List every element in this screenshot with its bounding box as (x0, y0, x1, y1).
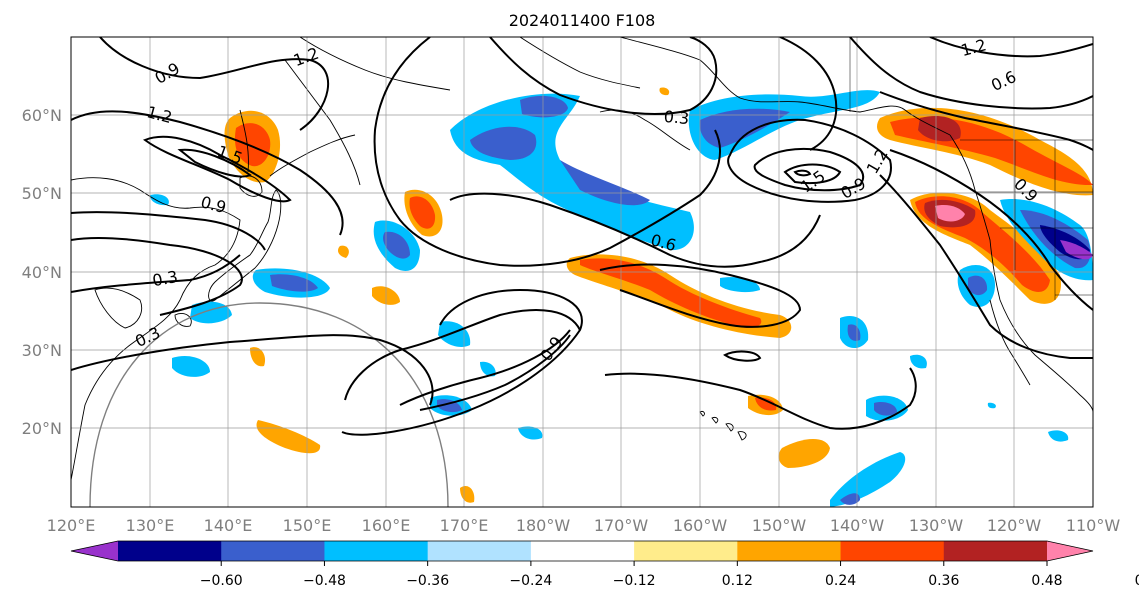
lat-label: 60°N (22, 106, 62, 125)
colorbar: −0.60 −0.48 −0.36 −0.24 −0.12 0.12 0.24 0.36 0.4… (70, 540, 1139, 589)
colorbar-extend-high (1047, 541, 1093, 561)
lon-label: 150°W (752, 516, 807, 535)
lat-label: 50°N (22, 184, 62, 203)
lon-label: 130°E (126, 516, 175, 535)
colorbar-tick-label: 0.12 (722, 573, 753, 589)
colorbar-box (427, 541, 532, 561)
latitude-labels: 60°N 50°N 40°N 30°N 20°N (22, 106, 62, 438)
contour-label: 1.2 (959, 35, 989, 60)
colorbar-tick-label: 0.48 (1031, 573, 1062, 589)
lon-label: 120°E (47, 516, 96, 535)
contour-label: 0.3 (663, 107, 690, 128)
lon-label: 160°E (362, 516, 411, 535)
lon-label: 110°W (1066, 516, 1121, 535)
colorbar-box (324, 541, 429, 561)
colorbar-tick-label: −0.12 (613, 573, 656, 589)
longitude-labels: 120°E 130°E 140°E 150°E 160°E 170°E 180°… (47, 516, 1121, 535)
colorbar-box (840, 541, 945, 561)
map-frame (70, 36, 1094, 508)
lon-label: 180°W (516, 516, 571, 535)
borders (849, 37, 1093, 300)
colorbar-box (634, 541, 738, 561)
contour-label: 0.3 (151, 267, 179, 290)
colorbar-box (943, 541, 1048, 561)
contour-lines (71, 37, 1093, 436)
lon-label: 170°E (440, 516, 489, 535)
lon-label: 160°W (673, 516, 728, 535)
graticule (71, 37, 1093, 507)
colorbar-tick-label: 0.24 (825, 573, 856, 589)
colorbar-extend-low (71, 541, 118, 561)
map-title: 2024011400 F108 (509, 11, 656, 30)
range-circle (89, 302, 449, 507)
lon-label: 140°W (830, 516, 885, 535)
lon-label: 140°E (204, 516, 253, 535)
colorbar-tick-label: −0.36 (406, 573, 449, 589)
colorbar-tick-label: −0.60 (200, 573, 243, 589)
colorbar-box (530, 541, 635, 561)
colorbar-box (118, 541, 222, 561)
lat-label: 30°N (22, 341, 62, 360)
lon-label: 150°E (283, 516, 332, 535)
colorbar-boxes (71, 541, 1093, 561)
lon-label: 170°W (594, 516, 649, 535)
colorbar-box (221, 541, 325, 561)
colorbar-ticks (220, 561, 1048, 566)
lat-label: 20°N (22, 419, 62, 438)
lat-label: 40°N (22, 263, 62, 282)
map-panel[interactable]: 1.2 0.9 1.2 1.5 0.9 0.3 0.3 0.9 0.3 0.6 … (70, 35, 1094, 508)
colorbar-tick-label: −0.24 (509, 573, 552, 589)
lon-label: 130°W (909, 516, 964, 535)
lon-label: 120°W (987, 516, 1042, 535)
colorbar-box (737, 541, 842, 561)
colorbar-tick-label: −0.48 (303, 573, 346, 589)
colorbar-tick-labels: −0.60 −0.48 −0.36 −0.24 −0.12 0.12 0.24 0.36 0.4… (200, 573, 1139, 589)
colorbar-tick-label: 0.36 (928, 573, 959, 589)
colorbar-tick-label: 0.60 (1135, 573, 1139, 589)
